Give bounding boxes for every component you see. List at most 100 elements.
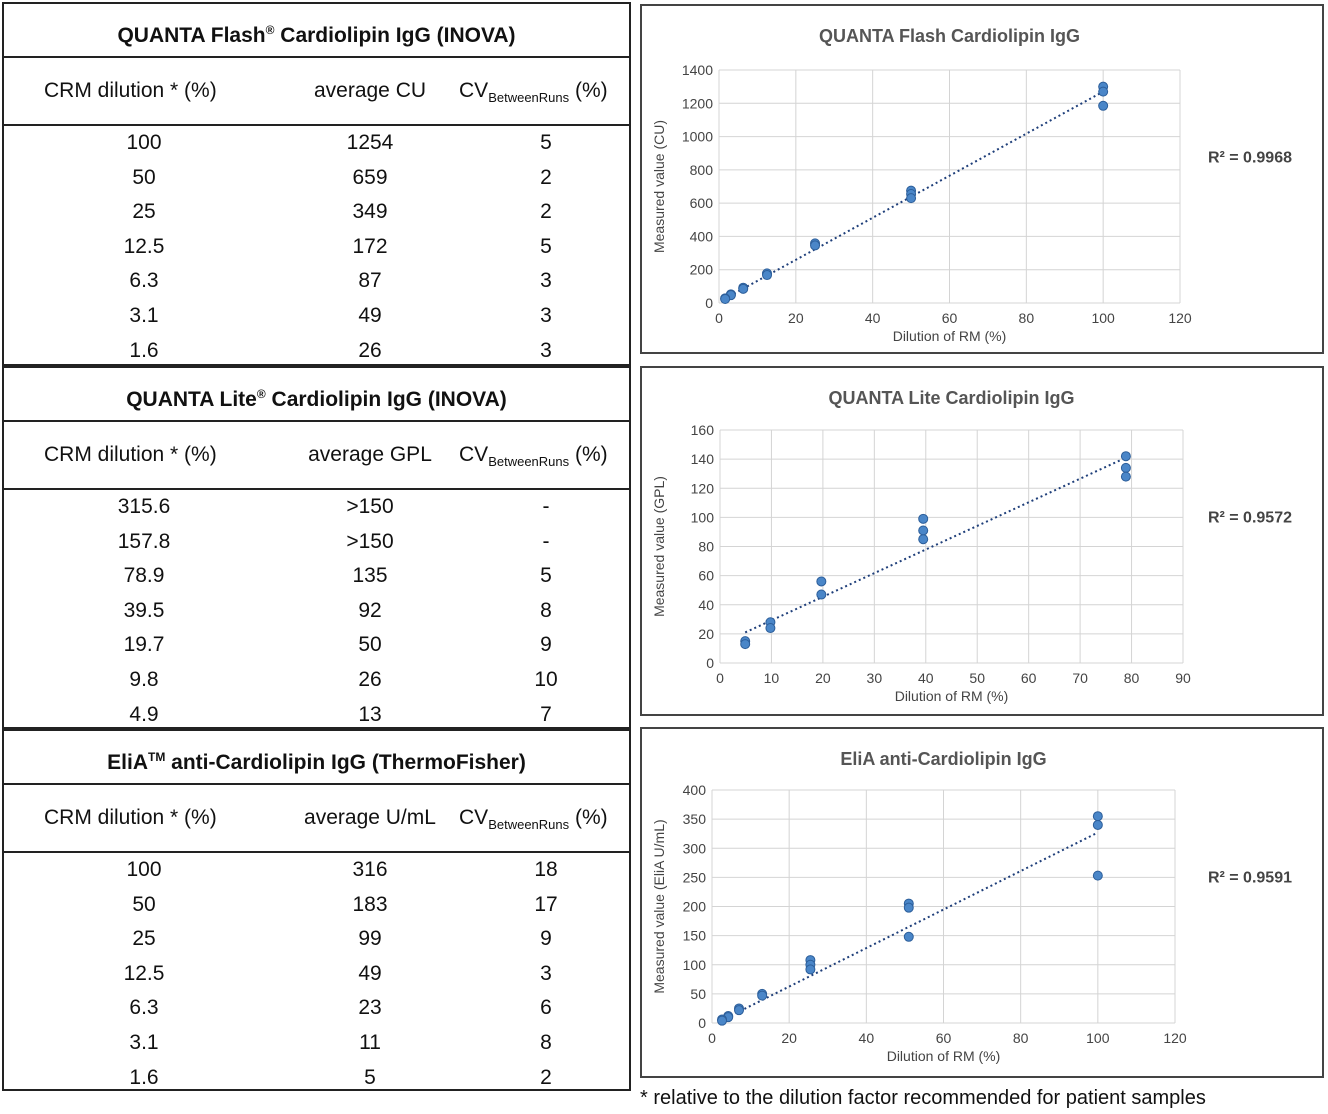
cell-dilution: 50	[132, 892, 156, 916]
table-row: 4.9 13 7	[4, 698, 629, 733]
y-tick-label: 160	[691, 422, 715, 438]
y-tick-label: 600	[690, 195, 714, 211]
cell-average: 13	[358, 702, 382, 726]
table-header: CRM dilution * (%) average GPL CVBetween…	[4, 422, 629, 490]
cell-cv: 2	[540, 165, 552, 189]
chart-quanta-lite: QUANTA Lite Cardiolipin IgG 0 10 20 30 40 50 60…	[640, 366, 1324, 716]
cell-dilution: 25	[132, 927, 156, 951]
cell-average: >150	[346, 495, 394, 518]
r-squared-label: R² = 0.9591	[1208, 870, 1292, 887]
y-axis-label: Measured value (EliA U/mL)	[651, 819, 667, 993]
y-tick-label: 400	[683, 782, 707, 798]
table-row: 50 183 17	[4, 888, 629, 923]
cell-cv: 18	[534, 858, 558, 881]
cell-cv: 3	[540, 303, 552, 327]
table-row: 12.5 172 5	[4, 230, 629, 265]
cell-dilution: 19.7	[123, 633, 165, 657]
table-row: 39.5 92 8	[4, 594, 629, 629]
cell-average: 99	[358, 927, 382, 951]
col-header-cv: CVBetweenRuns (%)	[459, 79, 608, 106]
x-tick-label: 40	[859, 1030, 875, 1046]
chart-title: EliA anti-Cardiolipin IgG	[840, 749, 1046, 769]
cell-cv: 5	[540, 564, 552, 588]
r-squared-label: R² = 0.9968	[1208, 150, 1292, 167]
r-squared-label: R² = 0.9572	[1208, 510, 1292, 527]
data-point	[757, 990, 768, 1001]
x-tick-label: 20	[815, 670, 831, 686]
x-tick-label: 80	[1013, 1030, 1029, 1046]
data-point	[717, 1015, 728, 1026]
y-tick-label: 1000	[682, 129, 713, 145]
x-tick-label: 50	[969, 670, 985, 686]
x-tick-label: 100	[1091, 310, 1115, 326]
y-tick-label: 20	[698, 626, 714, 642]
table-header: CRM dilution * (%) average U/mL CVBetwee…	[4, 785, 629, 853]
cell-cv: 8	[540, 1030, 552, 1054]
y-tick-label: 200	[683, 899, 707, 915]
cell-average: 5	[364, 1065, 376, 1089]
x-tick-label: 60	[936, 1030, 952, 1046]
data-point	[1098, 86, 1109, 97]
col-header-average: average GPL	[308, 443, 432, 466]
y-tick-label: 140	[691, 451, 715, 467]
cell-average: 135	[352, 564, 388, 588]
cell-dilution: 100	[126, 858, 162, 881]
x-tick-label: 20	[788, 310, 804, 326]
table-row: 1.6 5 2	[4, 1061, 629, 1096]
data-point	[720, 294, 731, 305]
cell-average: 349	[352, 200, 388, 224]
col-header-average: average CU	[313, 79, 427, 102]
x-tick-label: 0	[716, 670, 724, 686]
data-point	[1098, 100, 1109, 111]
table-row: 157.8 >150 -	[4, 525, 629, 560]
y-tick-label: 120	[691, 480, 715, 496]
table-row: 50 659 2	[4, 161, 629, 196]
x-tick-label: 120	[1163, 1030, 1187, 1046]
data-point	[816, 576, 827, 587]
x-tick-label: 60	[1021, 670, 1037, 686]
cell-average: 50	[358, 633, 382, 657]
table-title: QUANTA Lite® Cardiolipin IgG (INOVA)	[4, 368, 629, 422]
cell-cv: 5	[540, 131, 552, 154]
data-point	[918, 525, 929, 536]
cell-average: 49	[358, 303, 382, 327]
y-tick-label: 200	[690, 262, 714, 278]
cell-cv: 17	[534, 892, 558, 916]
y-tick-label: 100	[691, 509, 715, 525]
cell-average: 172	[352, 234, 388, 258]
cell-dilution: 50	[132, 165, 156, 189]
cell-dilution: 9.8	[129, 667, 159, 691]
chart-title: QUANTA Lite Cardiolipin IgG	[829, 388, 1075, 408]
cell-average: >150	[346, 529, 394, 553]
data-point	[805, 964, 816, 975]
data-point	[762, 270, 773, 281]
cell-average: 316	[352, 858, 388, 881]
x-axis-label: Dilution of RM (%)	[895, 688, 1009, 704]
trendline	[744, 456, 1127, 634]
y-tick-label: 300	[683, 840, 707, 856]
cell-dilution: 12.5	[123, 961, 165, 985]
table-row: 3.1 49 3	[4, 299, 629, 334]
col-header-dilution: CRM dilution * (%)	[44, 806, 217, 829]
cell-dilution: 3.1	[129, 303, 159, 327]
y-tick-label: 800	[690, 162, 714, 178]
table-row: 19.7 50 9	[4, 628, 629, 663]
chart-svg: QUANTA Flash Cardiolipin IgG 0 20 40 60 80 100…	[651, 26, 1292, 344]
data-point	[740, 639, 751, 650]
data-point	[1092, 819, 1103, 830]
col-header-dilution: CRM dilution * (%)	[44, 79, 217, 102]
col-header-cv: CVBetweenRuns (%)	[459, 443, 608, 470]
y-axis-label: Measured value (GPL)	[651, 476, 667, 617]
cell-dilution: 12.5	[123, 234, 165, 258]
y-tick-label: 100	[683, 957, 707, 973]
x-tick-label: 80	[1124, 670, 1140, 686]
cell-cv: 3	[540, 961, 552, 985]
chart-svg: QUANTA Lite Cardiolipin IgG 0 10 20 30 40 50 60…	[651, 388, 1292, 704]
x-tick-label: 30	[867, 670, 883, 686]
table-row: 25 349 2	[4, 195, 629, 230]
table-row: 12.5 49 3	[4, 957, 629, 992]
cell-cv: 3	[540, 338, 552, 362]
table-row: 25 99 9	[4, 922, 629, 957]
table-panel-quanta-flash: QUANTA Flash® Cardiolipin IgG (INOVA) CR…	[2, 2, 631, 366]
cell-average: 23	[358, 996, 382, 1020]
